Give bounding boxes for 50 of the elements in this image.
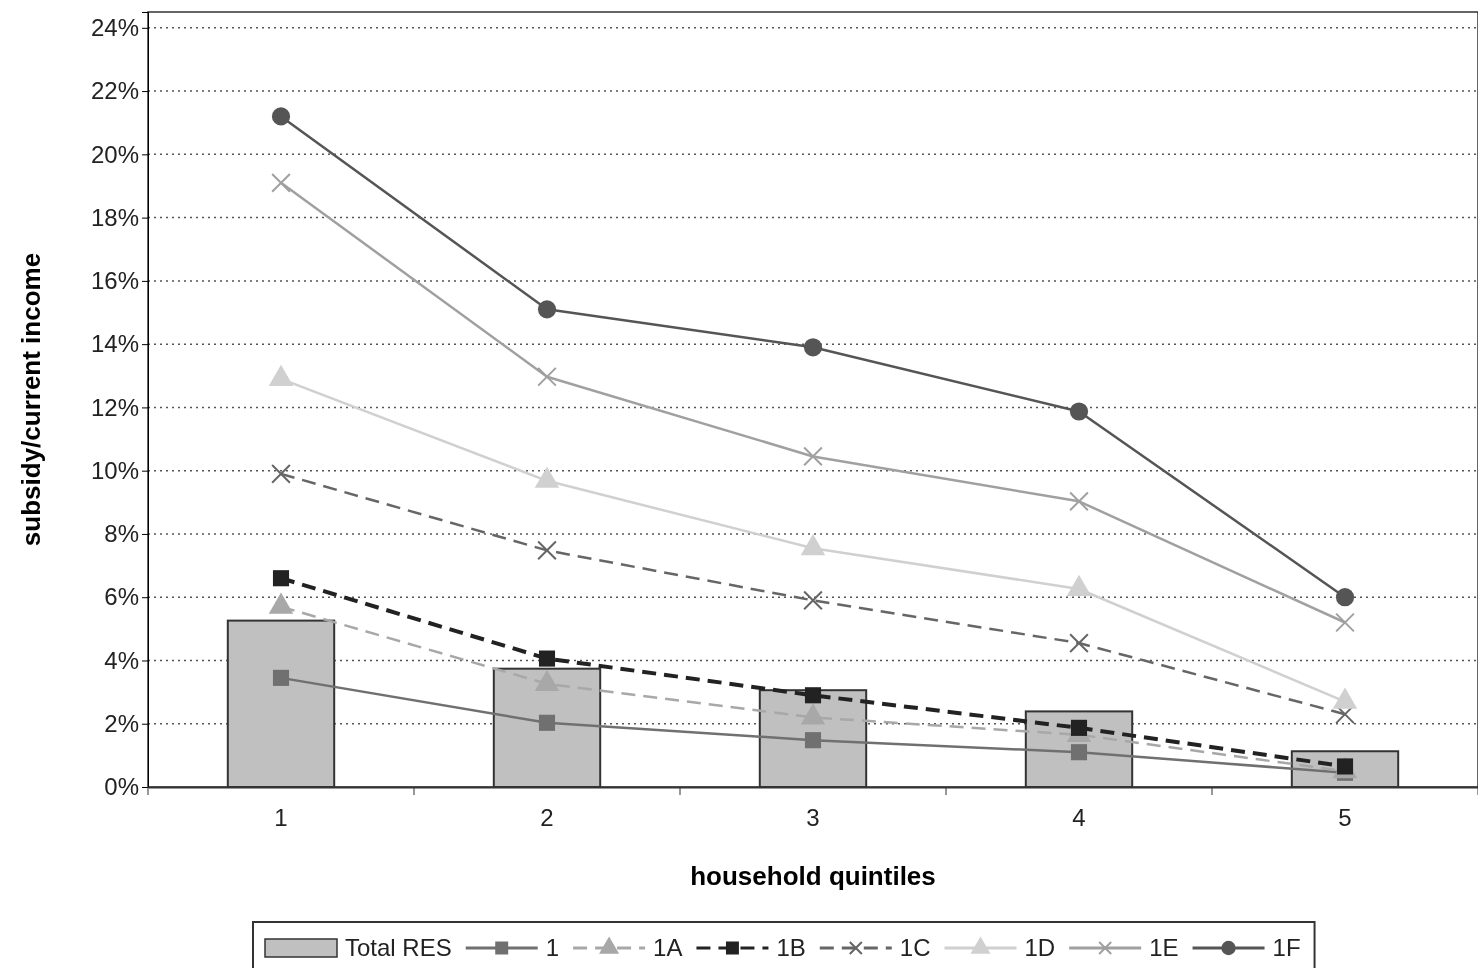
y-tick-label: 16%	[90, 267, 139, 295]
point	[1069, 633, 1089, 653]
y-tick-label: 18%	[90, 203, 139, 231]
x-tick-label: 2	[540, 804, 554, 832]
point	[1069, 491, 1089, 512]
legend-label: 1A	[653, 934, 683, 961]
point	[803, 590, 823, 611]
point	[804, 687, 822, 704]
point	[1070, 744, 1088, 761]
legend-label: 1D	[1024, 934, 1056, 961]
point	[537, 366, 557, 387]
legend-label: 1B	[776, 934, 806, 961]
y-tick-label: 2%	[104, 709, 139, 737]
x-tick-label: 5	[1338, 804, 1352, 832]
point	[538, 650, 556, 667]
point	[271, 463, 291, 484]
y-axis-title: subsidy/current income	[16, 252, 46, 547]
legend-label: 1F	[1272, 934, 1301, 961]
y-tick-label: 24%	[90, 14, 139, 41]
y-tick-label: 10%	[90, 456, 139, 484]
legend-label: 1C	[899, 934, 931, 961]
y-tick-label: 12%	[90, 393, 139, 421]
y-tick-label: 22%	[90, 77, 139, 105]
point	[1335, 612, 1355, 633]
point	[271, 172, 291, 193]
legend-label: 1E	[1149, 934, 1179, 961]
y-tick-label: 0%	[104, 773, 139, 801]
point	[1070, 719, 1088, 736]
point	[538, 714, 556, 731]
point	[537, 300, 557, 319]
point	[803, 446, 823, 467]
legend-label: 1	[545, 934, 560, 961]
point	[272, 570, 290, 587]
x-tick-label: 4	[1072, 804, 1086, 832]
y-tick-label: 4%	[104, 646, 139, 674]
y-tick-label: 6%	[104, 583, 139, 611]
point	[272, 669, 290, 686]
x-axis-title: household quintiles	[690, 861, 936, 891]
point	[1335, 588, 1355, 607]
y-tick-label: 20%	[90, 140, 139, 168]
y-tick-label: 14%	[90, 330, 139, 358]
point	[804, 732, 822, 749]
legend-label: Total RES	[345, 934, 452, 961]
point	[1069, 402, 1089, 421]
point	[537, 540, 557, 561]
point	[803, 338, 823, 357]
x-tick-label: 1	[274, 804, 288, 832]
point	[271, 107, 291, 126]
y-tick-label: 8%	[104, 520, 139, 548]
x-tick-label: 3	[806, 804, 820, 832]
